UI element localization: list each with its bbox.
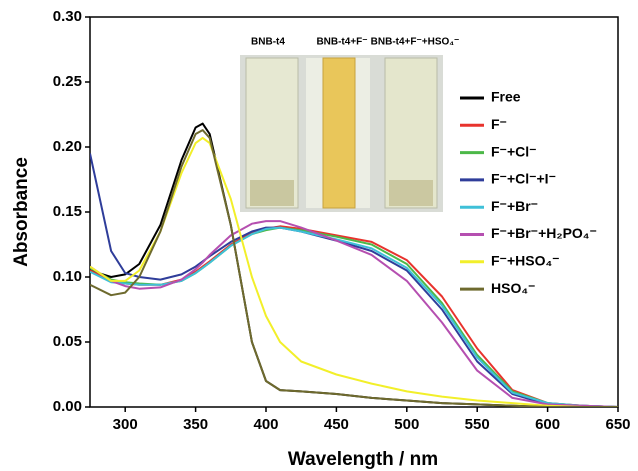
spectrum-line <box>90 220 618 407</box>
x-tick-label: 300 <box>113 416 138 433</box>
spectrum-line <box>90 226 618 407</box>
y-tick-label: 0.30 <box>53 8 82 25</box>
legend-label: HSO₄⁻ <box>491 280 535 296</box>
inset-label: BNB-t4 <box>251 37 285 48</box>
y-tick-label: 0.00 <box>53 398 82 415</box>
x-tick-label: 350 <box>183 416 208 433</box>
y-tick-label: 0.15 <box>53 203 82 220</box>
x-tick-label: 650 <box>605 416 630 433</box>
inset-label: BNB-t4+F⁻+HSO₄⁻ <box>371 37 460 48</box>
spectrum-line <box>90 153 618 407</box>
x-tick-label: 500 <box>394 416 419 433</box>
x-tick-label: 550 <box>465 416 490 433</box>
legend-label: F⁻+Cl⁻ <box>491 143 537 159</box>
legend-label: F⁻+Br⁻+H₂PO₄⁻ <box>491 225 597 241</box>
legend-label: F⁻+HSO₄⁻ <box>491 253 560 269</box>
y-tick-label: 0.20 <box>53 138 82 155</box>
y-tick-label: 0.10 <box>53 268 82 285</box>
x-axis-label: Wavelength / nm <box>288 449 438 470</box>
y-axis-label: Absorbance <box>11 157 32 267</box>
spectrum-line <box>90 129 618 407</box>
legend-label: F⁻ <box>491 116 507 132</box>
inset-label: BNB-t4+F⁻ <box>316 37 367 48</box>
x-tick-label: 400 <box>253 416 278 433</box>
inset-photo: BNB-t4 BNB-t4+F⁻ BNB-t4+F⁻+HSO₄⁻ <box>240 37 459 212</box>
x-tick-label: 450 <box>324 416 349 433</box>
legend-label: Free <box>491 89 521 105</box>
y-tick-label: 0.25 <box>53 73 82 90</box>
legend-label: F⁻+Cl⁻+I⁻ <box>491 171 556 187</box>
y-tick-label: 0.05 <box>53 333 82 350</box>
legend-label: F⁻+Br⁻ <box>491 198 538 214</box>
x-tick-label: 600 <box>535 416 560 433</box>
series-group <box>90 122 618 407</box>
